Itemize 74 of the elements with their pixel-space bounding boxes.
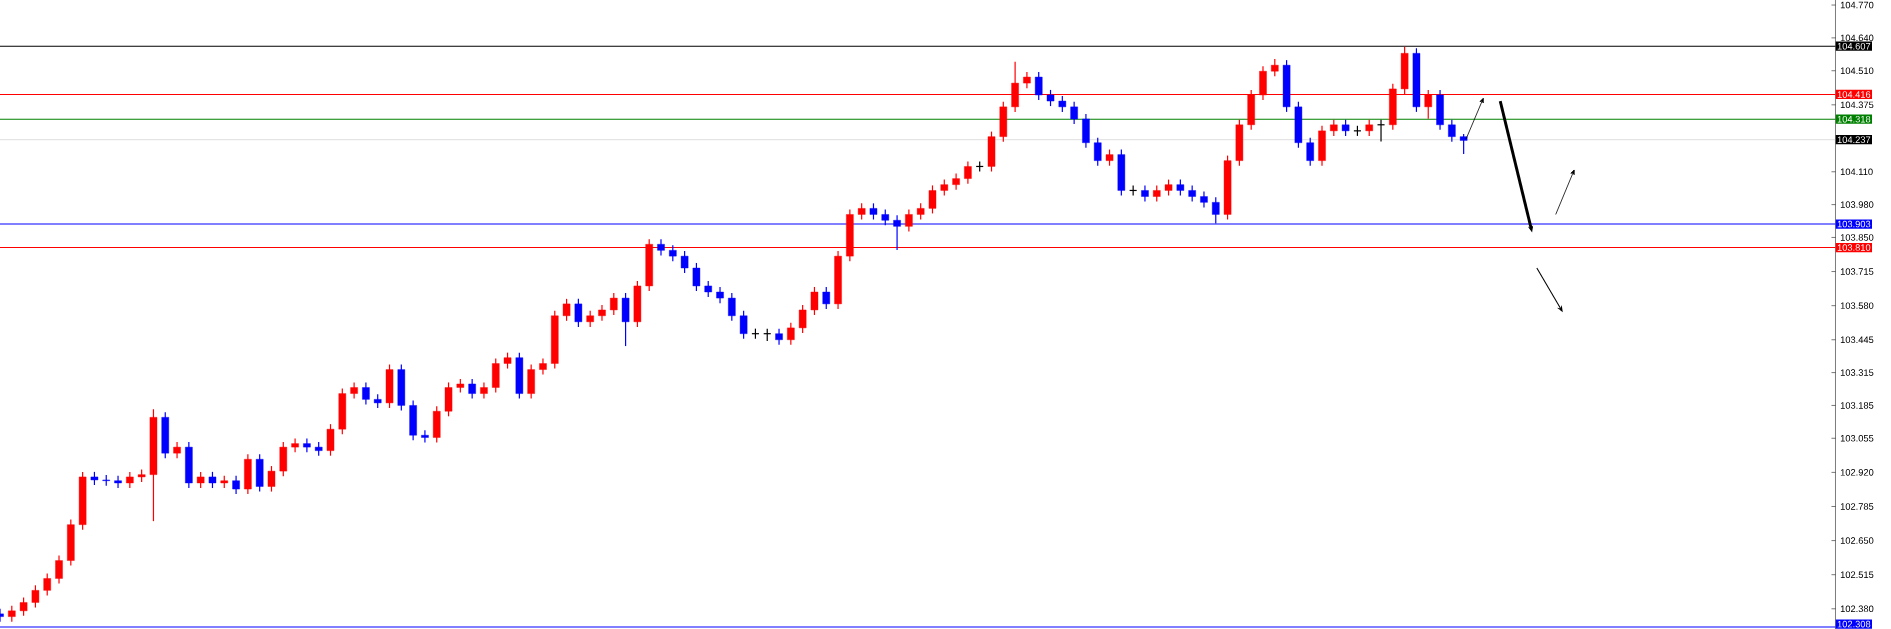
candlestick — [291, 437, 299, 453]
y-tick-label: 103.850 — [1840, 234, 1874, 241]
candlestick — [728, 292, 736, 322]
candlestick — [1082, 113, 1090, 149]
candlestick — [610, 292, 618, 316]
y-tick-label: 104.110 — [1840, 168, 1873, 176]
candlestick — [692, 262, 701, 292]
candlestick — [680, 250, 689, 274]
candlestick — [822, 286, 830, 310]
candlestick — [326, 423, 335, 457]
candlestick — [232, 475, 240, 495]
candlestick — [350, 381, 358, 400]
y-tick-label: 103.185 — [1840, 402, 1874, 409]
candlestick — [114, 475, 122, 489]
ref-line-label: 104.237 — [1837, 136, 1871, 143]
candlestick — [31, 584, 40, 609]
candlestick — [480, 381, 488, 400]
candlestick — [303, 437, 311, 453]
candlestick — [492, 357, 500, 394]
y-tick-label: 103.055 — [1840, 435, 1874, 442]
candlestick — [621, 292, 630, 347]
y-tick-label: 102.920 — [1840, 469, 1874, 476]
ref-line-label: 104.318 — [1837, 115, 1871, 123]
y-tick-label: 104.510 — [1840, 67, 1874, 75]
candlestick — [1141, 184, 1149, 203]
candlestick — [739, 310, 748, 340]
y-tick-label: 103.315 — [1840, 369, 1874, 376]
candlestick — [19, 596, 28, 617]
candlestick — [905, 208, 913, 232]
candlestick — [787, 322, 795, 346]
y-tick-label: 102.380 — [1840, 605, 1874, 613]
y-tick-label: 104.375 — [1840, 101, 1874, 109]
candlestick — [798, 304, 807, 334]
y-tick-label: 102.650 — [1840, 537, 1874, 544]
ref-line-label: 103.903 — [1837, 220, 1871, 228]
y-tick-label: 103.445 — [1840, 336, 1874, 344]
candlestick — [1200, 190, 1208, 208]
ref-line-label: 103.810 — [1837, 244, 1871, 251]
ref-line-label: 104.607 — [1837, 42, 1871, 50]
y-tick-label: 102.515 — [1840, 571, 1874, 578]
ref-line-label: 102.308 — [1837, 620, 1871, 628]
ref-line-label: 104.416 — [1837, 91, 1871, 98]
candlestick — [55, 554, 63, 585]
candlestick — [598, 304, 606, 322]
y-tick-label: 103.580 — [1840, 302, 1874, 309]
candlestick — [775, 328, 783, 346]
y-tick-label: 103.715 — [1840, 268, 1874, 275]
candlestick — [1094, 137, 1102, 167]
candlestick — [362, 381, 370, 406]
y-tick-label: 103.980 — [1840, 201, 1874, 208]
candlestick — [952, 172, 960, 191]
candlestick — [1376, 119, 1386, 143]
candlestick — [1306, 137, 1314, 167]
y-tick-label: 104.770 — [1840, 1, 1874, 9]
candlestick — [928, 184, 937, 215]
candlestick — [444, 381, 453, 417]
candlestick — [810, 286, 819, 316]
candlestick — [267, 465, 276, 493]
candlestick — [562, 298, 571, 322]
candlestick — [421, 429, 429, 444]
candlestick — [539, 357, 547, 376]
candlestick — [1459, 133, 1468, 155]
candlestick — [468, 378, 476, 400]
candlestick — [1034, 71, 1043, 101]
candlestick — [1070, 101, 1078, 125]
candlestick — [657, 238, 665, 256]
candlestick — [527, 363, 535, 400]
candlestick — [964, 160, 972, 185]
candlestick — [43, 572, 51, 596]
candlestick — [279, 441, 288, 477]
y-tick-label: 104.640 — [1840, 34, 1874, 42]
candlestick — [1448, 119, 1456, 143]
candlestick — [574, 298, 583, 328]
y-tick-label: 102.785 — [1840, 503, 1874, 510]
